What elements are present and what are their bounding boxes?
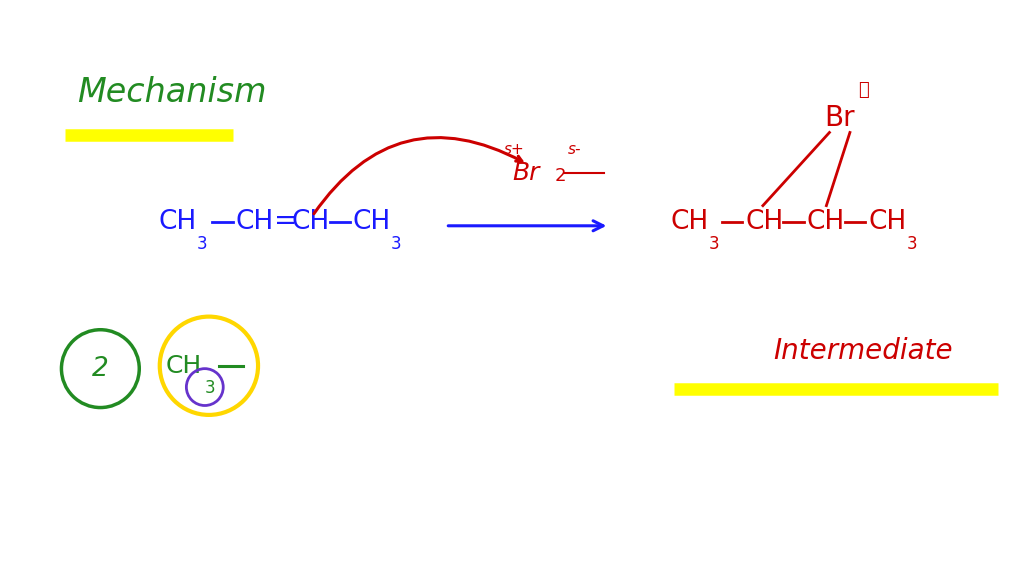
Text: 3: 3	[205, 378, 215, 397]
Text: 2: 2	[92, 355, 109, 382]
Text: ⓘ: ⓘ	[858, 81, 868, 100]
Text: 3: 3	[197, 234, 207, 253]
Text: CH: CH	[807, 209, 845, 235]
Text: 3: 3	[709, 234, 719, 253]
Text: CH: CH	[868, 209, 906, 235]
Text: 3: 3	[391, 234, 401, 253]
Text: 2: 2	[555, 166, 566, 185]
Text: CH: CH	[159, 209, 197, 235]
Text: CH: CH	[745, 209, 783, 235]
Text: Mechanism: Mechanism	[77, 75, 266, 109]
Text: CH: CH	[292, 209, 330, 235]
Text: s-: s-	[568, 142, 582, 157]
Text: s+: s+	[504, 142, 524, 157]
Text: CH: CH	[166, 354, 202, 378]
Text: CH: CH	[236, 209, 273, 235]
Text: 3: 3	[906, 234, 916, 253]
Text: Br: Br	[512, 161, 540, 185]
Text: Br: Br	[824, 104, 855, 132]
Text: =: =	[274, 207, 298, 234]
Text: Intermediate: Intermediate	[773, 338, 952, 365]
Text: CH: CH	[671, 209, 709, 235]
Text: CH: CH	[352, 209, 390, 235]
